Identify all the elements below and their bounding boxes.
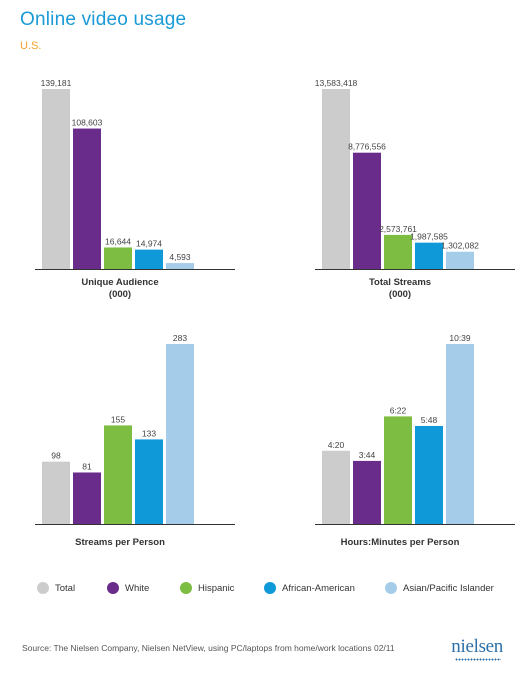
chart-title: Total Streams	[368, 277, 432, 288]
source-note: Source: The Nielsen Company, Nielsen Net…	[22, 643, 395, 653]
chart-title: Streams per Person	[75, 537, 165, 548]
bar-african-american	[135, 439, 163, 524]
bar-hispanic	[104, 247, 132, 269]
bar-white	[73, 128, 101, 269]
legend-item-total: Total	[37, 582, 75, 594]
bar-total	[42, 89, 70, 269]
chart-total-streams-label: Total Streams (000)	[280, 277, 520, 301]
bar-total	[322, 450, 350, 524]
bar-total	[322, 89, 350, 269]
bar-african-american	[415, 242, 443, 269]
chart-unique-audience-label: Unique Audience (000)	[0, 277, 240, 301]
page-subtitle: U.S.	[20, 40, 42, 52]
data-label: 4:20	[328, 440, 345, 450]
logo-dots	[455, 658, 501, 661]
chart-unit: (000)	[388, 289, 412, 300]
bar-asian-pacific-islander	[446, 344, 474, 524]
data-label: 133	[142, 428, 156, 438]
data-label: 3:44	[359, 450, 376, 460]
bar-hispanic	[104, 425, 132, 524]
legend-item-hispanic: Hispanic	[180, 582, 234, 594]
legend-label: Total	[55, 582, 76, 594]
legend-item-african-american: African-American	[264, 582, 355, 594]
bar-white	[73, 472, 101, 524]
chart-unit: (000)	[108, 289, 132, 300]
bar-white	[353, 152, 381, 269]
data-label: 10:39	[449, 333, 471, 343]
legend-label: Hispanic	[198, 582, 235, 594]
nielsen-logo: nielsen	[451, 636, 503, 657]
data-label: 14,974	[136, 239, 162, 249]
data-label: 1,987,585	[410, 232, 448, 242]
bar-hispanic	[384, 416, 412, 524]
legend-swatch	[180, 582, 192, 594]
legend-swatch	[385, 582, 397, 594]
data-label: 98	[51, 451, 61, 461]
chart-total-streams: 13,583,418 8,776,556 2,573,7611,987,5851,3…	[315, 78, 515, 270]
bar-asian-pacific-islander	[166, 263, 194, 269]
data-label: 1,302,082	[441, 241, 479, 251]
data-label: 2,573,761	[379, 224, 417, 234]
chart-unique-audience: 139,181 108,603 16,644 14,974 4,593	[35, 78, 235, 270]
data-label: 81	[82, 461, 92, 471]
bar-white	[353, 460, 381, 524]
chart-hours-minutes-per-person: 4:20 3:44 6:22 5:48 10:39	[315, 333, 515, 525]
legend-swatch	[37, 582, 49, 594]
legend-swatch	[264, 582, 276, 594]
data-label: 5:48	[421, 415, 438, 425]
bar-hispanic	[384, 234, 412, 269]
legend-label: Asian/Pacific Islander	[403, 582, 494, 594]
data-label: 108,603	[72, 118, 103, 128]
data-label: 16,644	[105, 236, 131, 246]
chart-streams-per-person-label: Streams per Person	[0, 537, 240, 549]
data-label: 283	[173, 333, 187, 343]
data-label: 6:22	[390, 405, 407, 415]
bar-african-american	[415, 425, 443, 524]
bar-asian-pacific-islander	[166, 344, 194, 524]
bar-african-american	[135, 249, 163, 269]
legend-label: African-American	[282, 582, 355, 594]
page-title: Online video usage	[20, 9, 187, 30]
data-label: 13,583,418	[315, 78, 358, 88]
legend-label: White	[125, 582, 150, 594]
chart-hours-minutes-label: Hours:Minutes per Person	[280, 537, 520, 549]
data-label: 4,593	[169, 252, 191, 262]
bar-total	[42, 461, 70, 524]
bar-asian-pacific-islander	[446, 251, 474, 269]
chart-legend: Total White Hispanic African-American As…	[0, 582, 521, 602]
legend-swatch	[107, 582, 119, 594]
chart-title: Hours:Minutes per Person	[340, 537, 460, 548]
data-label: 8,776,556	[348, 142, 386, 152]
chart-streams-per-person: 98 81 155 133 283	[35, 333, 235, 525]
legend-item-asian-pacific-islander: Asian/Pacific Islander	[385, 582, 494, 594]
data-label: 139,181	[41, 78, 72, 88]
legend-item-white: White	[107, 582, 149, 594]
chart-title: Unique Audience	[81, 277, 159, 288]
data-label: 155	[111, 414, 125, 424]
